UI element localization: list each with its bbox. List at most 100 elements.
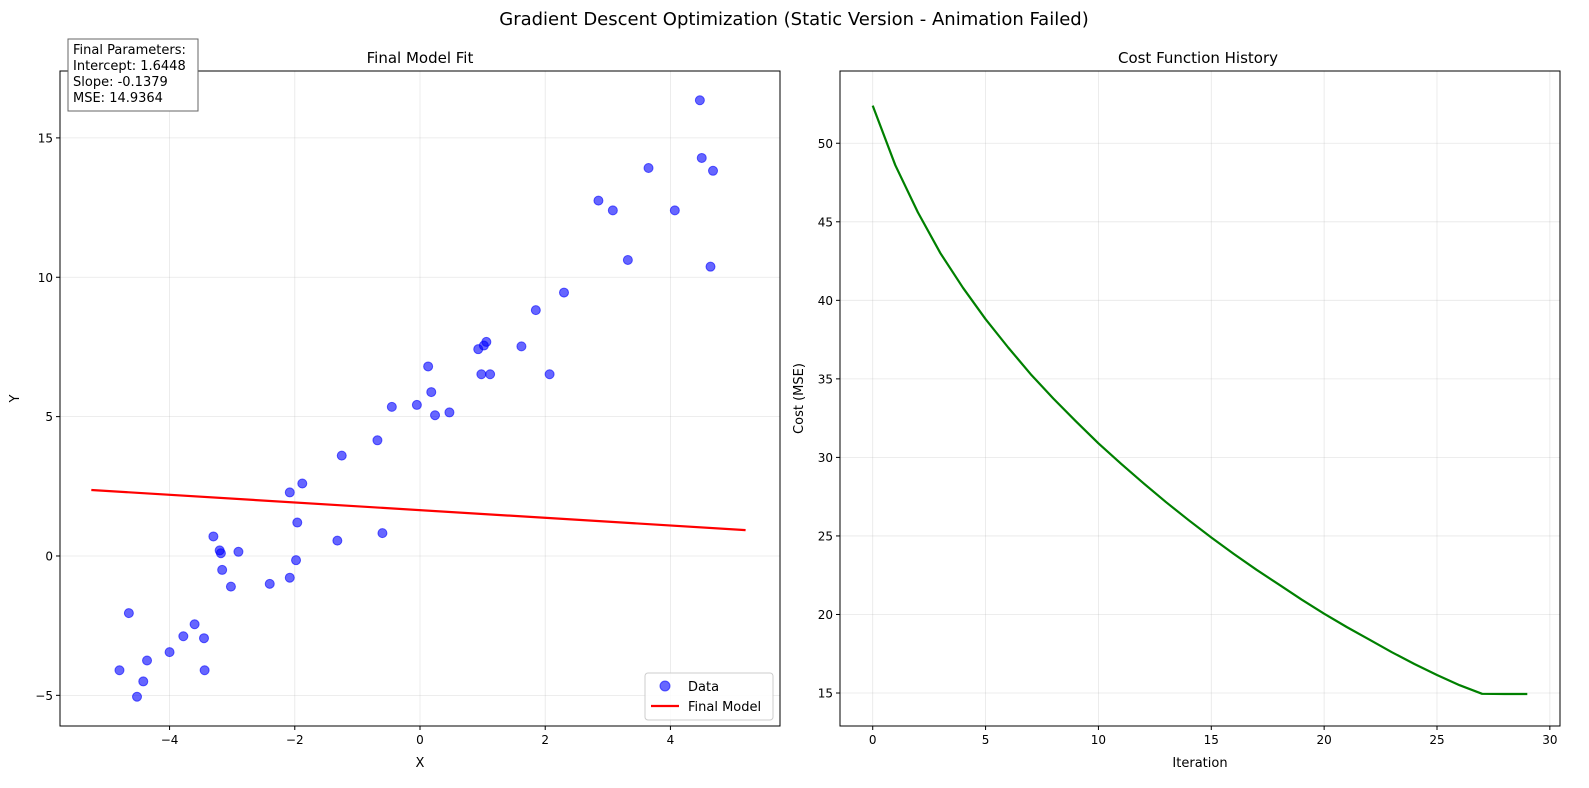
figure-title: Gradient Descent Optimization (Static Ve… xyxy=(499,9,1089,30)
plot-series xyxy=(871,105,1528,696)
data-point xyxy=(481,336,492,347)
annotation-box xyxy=(67,38,199,112)
x-tick-label: 0 xyxy=(416,733,424,747)
y-axis-label: Y xyxy=(8,394,23,403)
data-point xyxy=(669,205,680,216)
y-tick-label: 25 xyxy=(818,529,833,543)
y-tick-label: 15 xyxy=(38,131,53,145)
y-tick-label: 35 xyxy=(818,372,833,386)
data-point xyxy=(476,369,487,380)
final-model-fit-chart: Final Model Fit −4 −2 0 2 4 −5 0 5 10 15 X Y Fina… xyxy=(8,38,781,771)
x-tick-label: −2 xyxy=(286,733,304,747)
legend-data-label: Data xyxy=(688,680,719,695)
data-point xyxy=(138,676,149,687)
y-tick-label: 50 xyxy=(818,137,833,151)
cost-function-history-chart: Cost Function History 0 5 10 15 20 25 30 15 20 25… xyxy=(792,49,1561,771)
data-point xyxy=(291,555,302,566)
x-tick-label: 4 xyxy=(667,733,675,747)
axis-ticks: 0 5 10 15 20 25 30 15 20 25 30 35 40 45 50 xyxy=(818,137,1558,747)
x-tick-label: 10 xyxy=(1091,733,1106,747)
data-point xyxy=(593,195,604,206)
data-point xyxy=(426,387,437,398)
axis-ticks: −4 −2 0 2 4 −5 0 5 10 15 xyxy=(35,131,674,747)
data-point xyxy=(643,162,654,173)
y-axis-label: Cost (MSE) xyxy=(792,363,807,434)
x-tick-label: 2 xyxy=(541,733,549,747)
axes-frame xyxy=(839,70,1561,727)
data-point xyxy=(694,95,705,106)
data-point xyxy=(199,665,210,676)
data-point xyxy=(178,631,189,642)
y-tick-label: 40 xyxy=(818,294,833,308)
data-point xyxy=(696,152,707,163)
annotation-line: MSE: 14.9364 xyxy=(73,91,163,106)
data-point xyxy=(372,435,383,446)
data-point xyxy=(264,578,275,589)
data-point xyxy=(292,517,303,528)
legend-box xyxy=(644,672,774,721)
data-point xyxy=(225,581,236,592)
x-tick-label: −4 xyxy=(161,733,179,747)
data-point xyxy=(544,369,555,380)
y-tick-label: 20 xyxy=(818,608,833,622)
x-axis-label: Iteration xyxy=(1172,756,1227,771)
data-point xyxy=(430,410,441,421)
y-tick-label: 10 xyxy=(38,271,53,285)
x-tick-label: 20 xyxy=(1316,733,1331,747)
data-point xyxy=(377,528,388,539)
annotation-line: Intercept: 1.6448 xyxy=(73,59,186,74)
x-tick-label: 30 xyxy=(1542,733,1557,747)
data-point xyxy=(217,564,228,575)
x-tick-label: 15 xyxy=(1204,733,1219,747)
x-tick-label: 5 xyxy=(982,733,990,747)
data-point xyxy=(284,572,295,583)
y-tick-label: 45 xyxy=(818,215,833,229)
x-tick-label: 25 xyxy=(1429,733,1444,747)
x-tick-label: 0 xyxy=(869,733,877,747)
cost-history-line xyxy=(871,105,1528,696)
data-point xyxy=(123,608,134,619)
x-axis-label: X xyxy=(416,756,425,771)
y-tick-label: −5 xyxy=(35,689,53,703)
plot-series xyxy=(91,95,746,702)
y-tick-label: 15 xyxy=(818,687,833,701)
data-point xyxy=(622,254,633,265)
annotation-line: Slope: -0.1379 xyxy=(73,75,168,90)
data-point xyxy=(189,619,200,630)
grid xyxy=(60,71,780,726)
legend: Data Final Model xyxy=(644,672,774,721)
data-point xyxy=(444,407,455,418)
data-point xyxy=(386,401,397,412)
data-point xyxy=(142,655,153,666)
legend-final-model-label: Final Model xyxy=(688,700,761,715)
data-point xyxy=(132,691,143,702)
data-point xyxy=(164,647,175,658)
annotation-line: Final Parameters: xyxy=(73,43,186,58)
data-point xyxy=(199,633,209,644)
data-point xyxy=(411,399,422,410)
chart-title: Final Model Fit xyxy=(367,49,474,67)
data-point xyxy=(233,546,244,557)
final-parameters-annotation: Final Parameters: Intercept: 1.6448 Slop… xyxy=(67,38,199,112)
data-point xyxy=(215,548,226,559)
data-point xyxy=(284,487,295,498)
data-point xyxy=(336,450,347,461)
chart-title: Cost Function History xyxy=(1118,49,1278,67)
data-point xyxy=(705,261,716,272)
data-point xyxy=(332,535,343,546)
data-point xyxy=(607,205,618,216)
y-tick-label: 5 xyxy=(45,410,53,424)
y-tick-label: 30 xyxy=(818,451,833,465)
data-point xyxy=(559,287,569,298)
data-point xyxy=(423,361,434,372)
data-point xyxy=(297,478,308,489)
data-point xyxy=(114,665,125,676)
grid xyxy=(840,71,1560,726)
legend-data-marker xyxy=(659,680,671,692)
data-point xyxy=(208,531,219,542)
data-point xyxy=(708,165,719,176)
data-point xyxy=(485,369,496,380)
y-tick-label: 0 xyxy=(45,549,53,563)
data-point xyxy=(516,341,527,352)
